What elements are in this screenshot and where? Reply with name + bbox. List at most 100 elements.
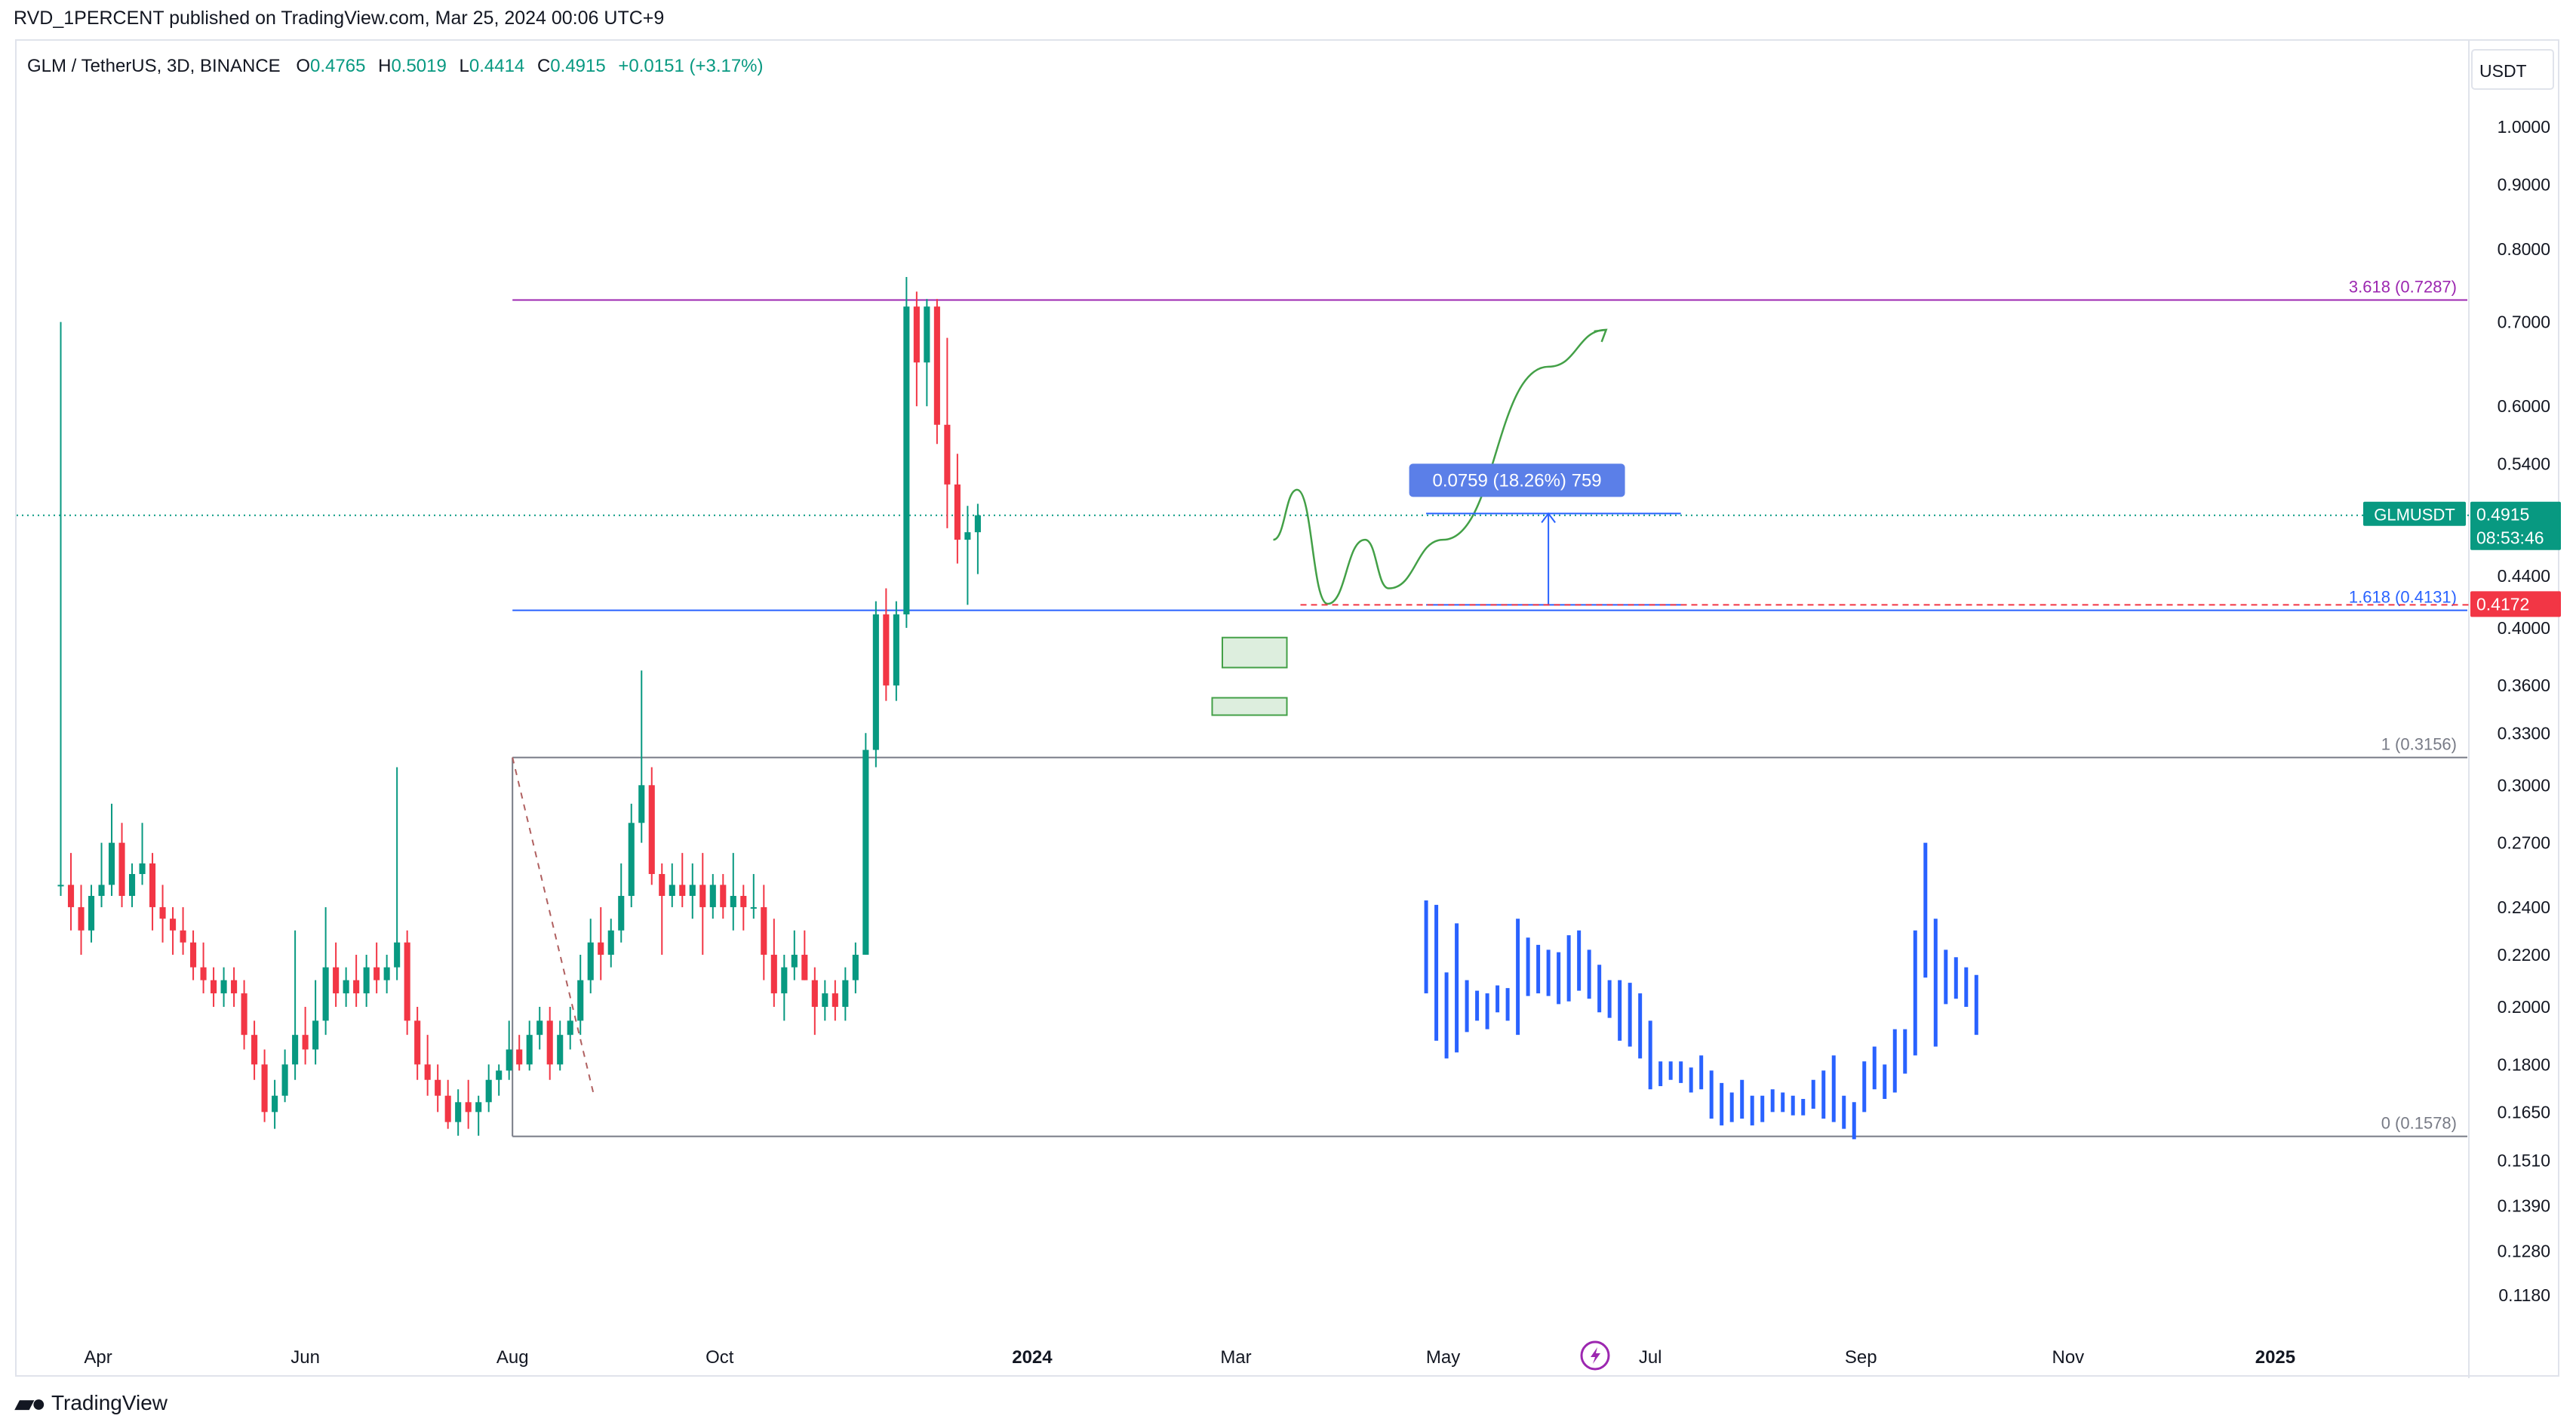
candle-body — [893, 614, 899, 686]
legend-low-value: 0.4414 — [469, 56, 524, 76]
chart-frame[interactable]: GLM / TetherUS, 3D, BINANCE O0.4765 H0.5… — [15, 39, 2561, 1378]
candle-body — [669, 885, 675, 897]
measure-label-box[interactable] — [1409, 463, 1625, 497]
time-tick-label: 2024 — [1012, 1347, 1053, 1368]
candle-body — [343, 980, 349, 994]
candle-body — [872, 614, 879, 750]
legend-change: +0.0151 (+3.17%) — [618, 56, 763, 76]
currency-selector[interactable] — [2471, 49, 2554, 90]
candle-body — [414, 1020, 421, 1065]
currency-label[interactable]: USDT — [2479, 61, 2527, 81]
price-tick-label: 0.6000 — [2498, 396, 2550, 416]
candle-body — [546, 1020, 553, 1065]
price-tick-label: 0.3000 — [2498, 775, 2550, 795]
candle-body — [618, 896, 625, 931]
time-tick-label: May — [1426, 1347, 1460, 1368]
time-tick-label: Jun — [290, 1347, 320, 1368]
candle-body — [659, 874, 666, 897]
price-axis[interactable]: USDT 1.0000 0.9000 0.8000 0.7000 0.6000 0.5400… — [2471, 49, 2554, 1305]
candle-body — [781, 967, 788, 994]
time-tick-label: Nov — [2052, 1347, 2084, 1368]
candles — [57, 276, 981, 1136]
time-axis[interactable]: Apr Jun Aug Oct 2024 Mar May Jul Sep Nov 2025 — [84, 1347, 2295, 1368]
candle-body — [149, 863, 156, 907]
candle-body — [699, 885, 706, 907]
price-tick-label: 1.0000 — [2498, 117, 2550, 137]
candle-body — [475, 1102, 482, 1113]
candle-body — [302, 1035, 309, 1050]
candle-body — [913, 306, 920, 363]
price-tick-label: 0.3600 — [2498, 676, 2550, 695]
candle-body — [822, 993, 828, 1008]
candle-body — [557, 1035, 564, 1065]
candle-body — [587, 942, 594, 980]
candle-body — [322, 967, 329, 1021]
legend-close-label: C — [537, 56, 550, 76]
candle-body — [933, 306, 940, 425]
price-tick-label: 0.5400 — [2498, 454, 2550, 474]
candle-body — [333, 967, 340, 994]
price-tick-label: 0.1280 — [2498, 1241, 2550, 1260]
candle-body — [272, 1095, 278, 1113]
price-tick-label: 0.8000 — [2498, 239, 2550, 259]
candle-body — [261, 1064, 268, 1113]
tradingview-logo[interactable]: ▰● TradingView — [15, 1389, 168, 1417]
candle-body — [577, 980, 584, 1021]
demand-zone[interactable] — [1221, 636, 1288, 669]
candle-body — [444, 1095, 451, 1122]
demand-zone[interactable] — [1211, 697, 1288, 716]
symbol-tag-text: GLMUSDT — [2374, 506, 2455, 525]
candle-body — [740, 896, 747, 907]
candle-body — [811, 980, 818, 1008]
candle-body — [281, 1064, 288, 1096]
lightning-icon[interactable] — [1580, 1340, 1610, 1371]
candle-body — [862, 749, 869, 955]
countdown-timer: 08:53:46 — [2476, 528, 2544, 548]
price-tick-label: 0.2000 — [2498, 997, 2550, 1017]
price-tick-label: 0.1510 — [2498, 1151, 2550, 1171]
candle-body — [526, 1035, 533, 1065]
candle-body — [516, 1049, 523, 1065]
candle-body — [832, 993, 838, 1008]
tradingview-brand: TradingView — [51, 1391, 168, 1414]
legend-high-label: H — [378, 56, 391, 76]
legend-open-label: O — [296, 56, 310, 76]
candle-body — [638, 785, 645, 823]
fib-level-label: 3.618 (0.7287) — [2349, 277, 2457, 296]
candle-body — [98, 885, 105, 897]
price-tag — [2470, 501, 2561, 550]
candle-body — [791, 954, 798, 968]
price-chart[interactable]: GLM / TetherUS, 3D, BINANCE O0.4765 H0.5… — [17, 41, 2561, 1378]
price-tick-label: 0.4000 — [2498, 618, 2550, 638]
candle-body — [842, 980, 849, 1008]
axis-separators — [17, 41, 2470, 1378]
candle-body — [190, 942, 197, 968]
demand-zones[interactable] — [1211, 636, 1288, 716]
candle-body — [180, 930, 186, 943]
drawings[interactable]: 0.0759 (18.26%) 759 — [1273, 328, 2469, 606]
forecast-path[interactable] — [1273, 328, 1606, 605]
fib-levels[interactable]: 3.618 (0.7287) 1.618 (0.4131) 1 (0.3156) 0 … — [512, 277, 2467, 1137]
candle-body — [567, 1020, 573, 1036]
svg-text:GLM / TetherUS, 3D, BINANCE: GLM / TetherUS, 3D, BINANCE O0.4765 H0.5… — [27, 56, 764, 76]
candle-body — [108, 842, 115, 885]
price-tag — [2470, 591, 2561, 617]
candle-body — [78, 906, 85, 931]
candle-body — [211, 980, 217, 994]
time-tick-label: Mar — [1220, 1347, 1251, 1368]
candle-body — [404, 942, 410, 1021]
measure-arrowhead — [1541, 512, 1556, 523]
candle-body — [455, 1102, 462, 1122]
symbol-legend: GLM / TetherUS, 3D, BINANCE O0.4765 H0.5… — [27, 56, 764, 76]
candle-body — [536, 1020, 543, 1036]
legend-symbol: GLM / TetherUS, 3D, BINANCE — [27, 56, 281, 76]
candle-body — [424, 1064, 431, 1080]
legend-open-value: 0.4765 — [310, 56, 365, 76]
time-tick-label: 2025 — [2255, 1347, 2295, 1368]
measure-label: 0.0759 (18.26%) 759 — [1432, 470, 1601, 491]
candle-body — [648, 785, 655, 875]
legend-high-value: 0.5019 — [391, 56, 446, 76]
candle-body — [689, 885, 696, 897]
candle-body — [159, 906, 166, 919]
candle-body — [607, 930, 614, 955]
